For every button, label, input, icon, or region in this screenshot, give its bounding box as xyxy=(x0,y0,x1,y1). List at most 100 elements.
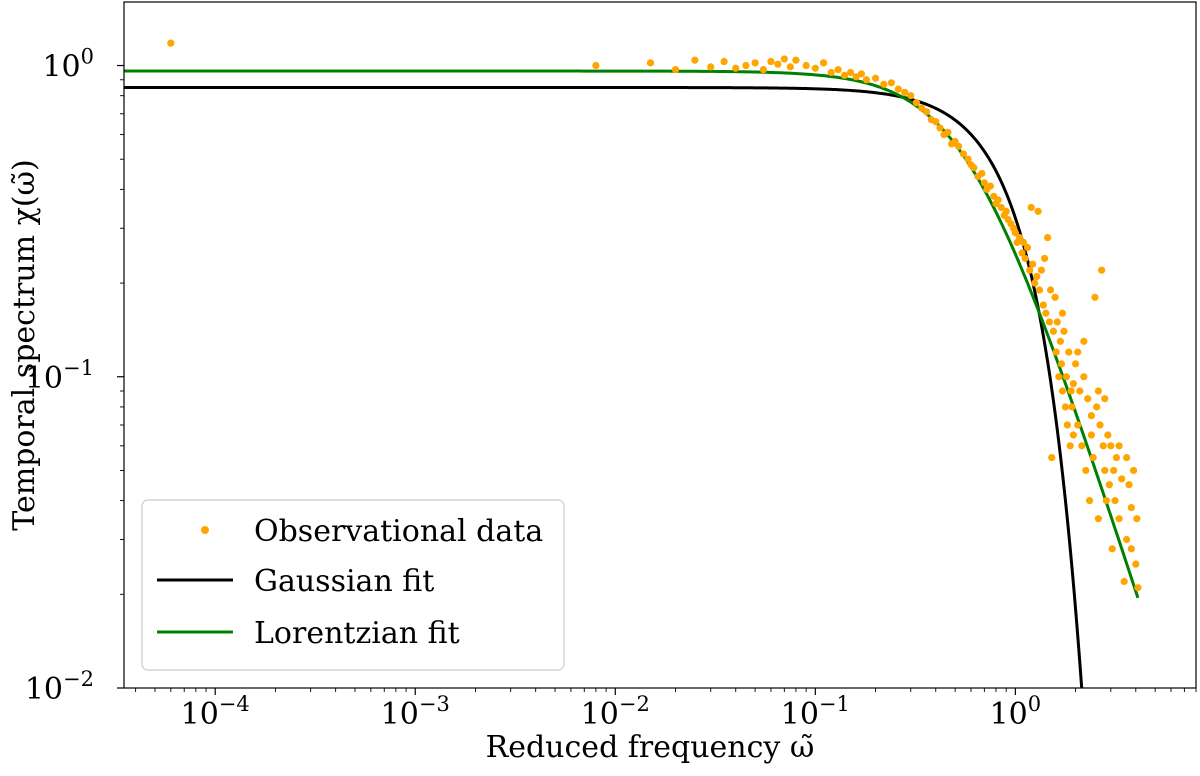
observational-data-point xyxy=(1089,453,1097,462)
observational-data-point xyxy=(1080,373,1088,381)
observational-data-point xyxy=(774,60,782,68)
observational-data-point xyxy=(1118,475,1126,483)
legend-label-observational: Observational data xyxy=(254,514,543,549)
observational-data-point xyxy=(1108,545,1116,553)
observational-data-point xyxy=(907,92,915,100)
observational-data-point xyxy=(944,128,952,136)
observational-data-point xyxy=(1132,560,1140,568)
observational-data-point xyxy=(732,64,740,72)
observational-data-point xyxy=(1107,442,1115,450)
y-tick-label: 100 xyxy=(42,45,94,85)
observational-data-point xyxy=(932,118,940,126)
y-axis-label: Temporal spectrum χ(ω̃) xyxy=(7,159,42,530)
observational-data-point xyxy=(954,142,963,150)
observational-data-point xyxy=(918,104,926,112)
observational-data-point xyxy=(1039,301,1047,309)
observational-data-point xyxy=(894,85,902,93)
observational-data-point xyxy=(1027,203,1035,212)
observational-data-point xyxy=(1085,497,1094,505)
observational-data-point xyxy=(1031,279,1039,287)
observational-data-point xyxy=(707,63,715,71)
observational-data-point xyxy=(1023,244,1032,252)
ticks-layer: 10−4 10−3 10−2 10−1 100 10−2 10−1 100 xyxy=(25,45,1197,732)
observational-data-point xyxy=(1082,466,1090,475)
observational-data-point xyxy=(1061,403,1070,411)
observational-data-point xyxy=(1060,327,1068,335)
observational-data-point xyxy=(1105,481,1113,489)
observational-data-point xyxy=(1078,442,1086,450)
observational-data-point xyxy=(1112,453,1120,462)
legend-label-gaussian: Gaussian fit xyxy=(254,564,434,599)
observational-data-point xyxy=(1045,318,1054,326)
observational-data-point xyxy=(742,61,750,70)
x-tick-label: 10−1 xyxy=(781,692,850,732)
observational-data-point xyxy=(1115,515,1123,523)
observational-data-point xyxy=(1123,453,1131,462)
observational-data-point xyxy=(811,64,819,72)
observational-data-point xyxy=(1102,497,1110,505)
observational-data-point xyxy=(912,99,920,107)
x-tick-label: 10−2 xyxy=(581,692,650,732)
observational-data-point xyxy=(1134,584,1142,592)
observational-data-point xyxy=(887,79,895,87)
observational-data-point xyxy=(691,56,699,64)
observational-data-point xyxy=(592,61,600,70)
observational-data-point xyxy=(997,203,1005,212)
observational-data-point xyxy=(759,66,767,74)
observational-data-point xyxy=(871,74,880,82)
observational-data-point xyxy=(1069,380,1077,388)
observational-data-point xyxy=(980,179,988,187)
observational-data-point xyxy=(1055,373,1063,381)
x-tick-label: 10−3 xyxy=(381,692,450,732)
observational-data-point xyxy=(1021,254,1029,263)
observational-data-point xyxy=(1127,503,1135,512)
observational-data-point xyxy=(1058,387,1067,395)
observational-data-point xyxy=(1087,431,1096,439)
observational-data-point xyxy=(1002,207,1010,215)
observational-data-point xyxy=(1018,249,1026,257)
observational-data-point xyxy=(1098,266,1106,274)
observational-data-point xyxy=(986,182,994,190)
legend: Observational data Gaussian fit Lorentzi… xyxy=(141,499,565,671)
observational-data-point xyxy=(1133,515,1141,523)
observational-data-point xyxy=(978,169,986,178)
observational-data-point xyxy=(1065,348,1073,356)
observational-data-point xyxy=(1091,293,1099,301)
observational-data-point xyxy=(846,68,855,77)
observational-data-point xyxy=(1044,233,1052,242)
observational-data-point xyxy=(994,196,1002,204)
observational-data-point xyxy=(834,66,842,74)
observational-data-point xyxy=(1123,535,1131,544)
observational-data-point xyxy=(751,59,759,67)
x-axis-label: Reduced frequency ω̃ xyxy=(486,730,815,765)
observational-data-point xyxy=(862,76,870,84)
observational-data-point xyxy=(1115,442,1123,450)
observational-data-point xyxy=(959,150,968,158)
observational-data-point xyxy=(780,55,788,63)
observational-data-point xyxy=(1063,421,1071,429)
observational-data-point xyxy=(1056,337,1065,345)
observational-data-point xyxy=(786,63,794,71)
observational-data-point xyxy=(1035,286,1044,294)
observational-data-point xyxy=(792,56,800,64)
observational-data-point xyxy=(1120,577,1128,586)
observational-data-point xyxy=(901,88,909,96)
observational-data-point xyxy=(1067,387,1075,395)
observational-data-point xyxy=(964,155,972,163)
data-layer xyxy=(124,39,1142,688)
y-tick-label: 10−2 xyxy=(25,667,94,707)
observational-data-point xyxy=(1084,395,1092,403)
observational-data-point xyxy=(802,61,810,70)
observational-data-point xyxy=(1049,327,1058,335)
observational-data-point xyxy=(1127,545,1135,553)
observational-data-point xyxy=(1068,403,1076,411)
observational-data-point xyxy=(1046,286,1055,294)
gaussian-fit-line xyxy=(124,86,1084,688)
observational-data-point xyxy=(646,59,655,67)
observational-data-point xyxy=(1011,229,1019,237)
legend-marker-observational xyxy=(201,526,209,534)
observational-data-point xyxy=(1104,431,1112,439)
observational-data-point xyxy=(1071,360,1080,368)
observational-data-point xyxy=(1111,497,1119,505)
